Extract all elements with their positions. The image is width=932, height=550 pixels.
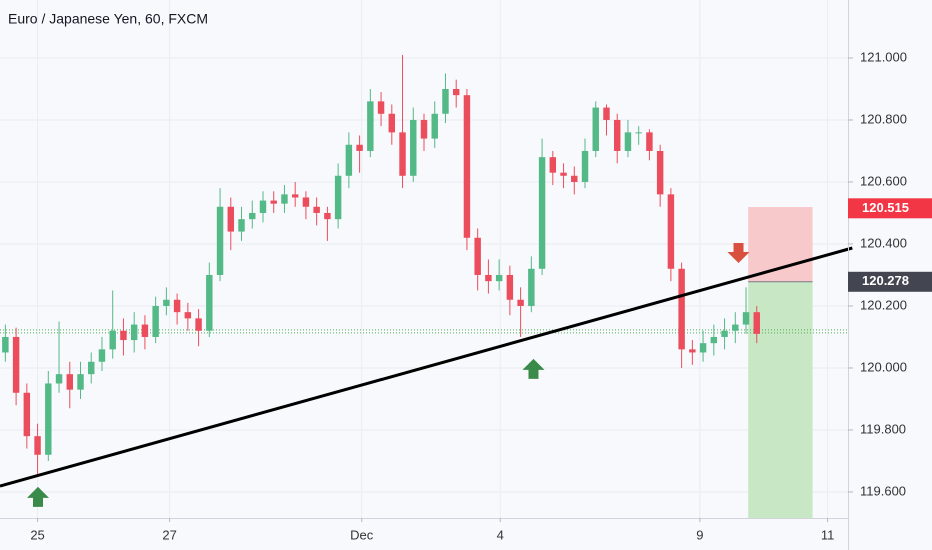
candle-body xyxy=(313,206,320,213)
candle-body xyxy=(195,318,202,331)
candle-body xyxy=(367,101,374,151)
candle-body xyxy=(581,150,589,182)
candle-body xyxy=(592,107,599,151)
chart-title: Euro / Japanese Yen, 60, FXCM xyxy=(8,11,208,27)
candle-body xyxy=(538,157,546,269)
candle-body xyxy=(388,113,396,133)
candle-body xyxy=(603,107,610,120)
signal-arrow xyxy=(26,486,49,507)
y-tick-label: 120.600 xyxy=(860,173,907,188)
candle-body xyxy=(517,299,524,306)
candle-body xyxy=(399,132,406,176)
candle-body xyxy=(12,336,20,393)
candle-body xyxy=(377,101,385,114)
candle-body xyxy=(699,343,707,353)
candle-body xyxy=(238,219,245,232)
candle-body xyxy=(281,194,288,204)
candle-body xyxy=(635,132,642,134)
candle-body xyxy=(45,383,52,455)
y-tick-label: 119.800 xyxy=(860,421,906,436)
candle-body xyxy=(173,299,181,313)
candle-body xyxy=(2,336,9,353)
candle-body xyxy=(184,312,192,319)
stop-zone xyxy=(748,207,813,282)
candle-body xyxy=(732,324,739,331)
candle-body xyxy=(34,436,41,455)
candle-body xyxy=(656,150,664,195)
candle-body xyxy=(646,132,653,151)
candle-body xyxy=(98,349,106,362)
x-tick-label: 25 xyxy=(30,527,44,542)
candle-body xyxy=(163,299,170,306)
price-tag xyxy=(848,271,932,292)
candle-body xyxy=(431,113,438,139)
y-tick-label: 120.200 xyxy=(860,297,907,312)
candle-body xyxy=(216,206,224,275)
candle-body xyxy=(345,144,353,176)
candle-body xyxy=(109,330,116,350)
candle-body xyxy=(141,324,149,337)
candle-body xyxy=(270,200,277,204)
candle-body xyxy=(560,172,567,176)
candle-body xyxy=(302,197,310,207)
candle-body xyxy=(463,95,471,238)
candle-body xyxy=(356,144,363,151)
signal-arrow xyxy=(727,243,750,264)
candle-body xyxy=(88,361,95,375)
candle-body xyxy=(474,237,481,275)
y-tick-label: 120.800 xyxy=(860,111,907,126)
candle-body xyxy=(291,194,299,198)
candle-body xyxy=(55,374,63,384)
candle-body xyxy=(678,268,685,350)
x-tick-label: 4 xyxy=(497,527,504,542)
candle-body xyxy=(334,175,342,220)
axes: 119.600 119.800 120.000 120.200 120.400 120.6… xyxy=(30,49,932,542)
candle-body xyxy=(689,349,696,353)
candle-body xyxy=(667,194,675,269)
price-tag-label: 120.278 xyxy=(862,273,909,288)
x-tick-label: Dec xyxy=(350,527,374,542)
price-tag xyxy=(848,198,932,219)
candle-body xyxy=(495,274,503,282)
candle-body xyxy=(410,119,417,176)
candle-body xyxy=(452,88,460,96)
candle-body xyxy=(227,206,235,232)
candle-body xyxy=(249,212,256,220)
y-tick-label: 120.000 xyxy=(860,359,907,374)
candle-body xyxy=(742,312,750,325)
candle-body xyxy=(23,392,31,437)
candle-body xyxy=(259,200,267,213)
candle-body xyxy=(506,274,514,300)
candle-body xyxy=(571,175,578,182)
candle-body xyxy=(152,305,159,337)
x-tick-label: 9 xyxy=(696,527,703,542)
candle-body xyxy=(324,212,331,220)
price-tag-label: 120.515 xyxy=(862,200,909,215)
x-tick-label: 27 xyxy=(162,527,176,542)
x-tick-label: 11 xyxy=(821,527,835,542)
plot-area xyxy=(0,54,853,518)
y-tick-label: 121.000 xyxy=(860,49,907,64)
candle-body xyxy=(206,274,213,331)
candle-body xyxy=(753,312,760,334)
trend-line xyxy=(0,246,853,488)
candle-body xyxy=(485,274,492,282)
candle-body xyxy=(710,336,718,344)
signal-arrow xyxy=(522,358,545,379)
candle-body xyxy=(613,119,621,151)
candle-body xyxy=(420,119,428,139)
candle-body xyxy=(130,324,138,341)
candle-body xyxy=(549,157,557,173)
candle-body xyxy=(721,330,728,337)
candle-body xyxy=(624,132,632,151)
candle-body xyxy=(528,268,535,306)
candle-body xyxy=(77,374,84,390)
candle-body xyxy=(120,330,127,341)
candle-body xyxy=(66,374,73,390)
candle-body xyxy=(442,88,449,114)
y-tick-label: 119.600 xyxy=(860,483,906,498)
y-tick-label: 120.400 xyxy=(860,235,907,250)
